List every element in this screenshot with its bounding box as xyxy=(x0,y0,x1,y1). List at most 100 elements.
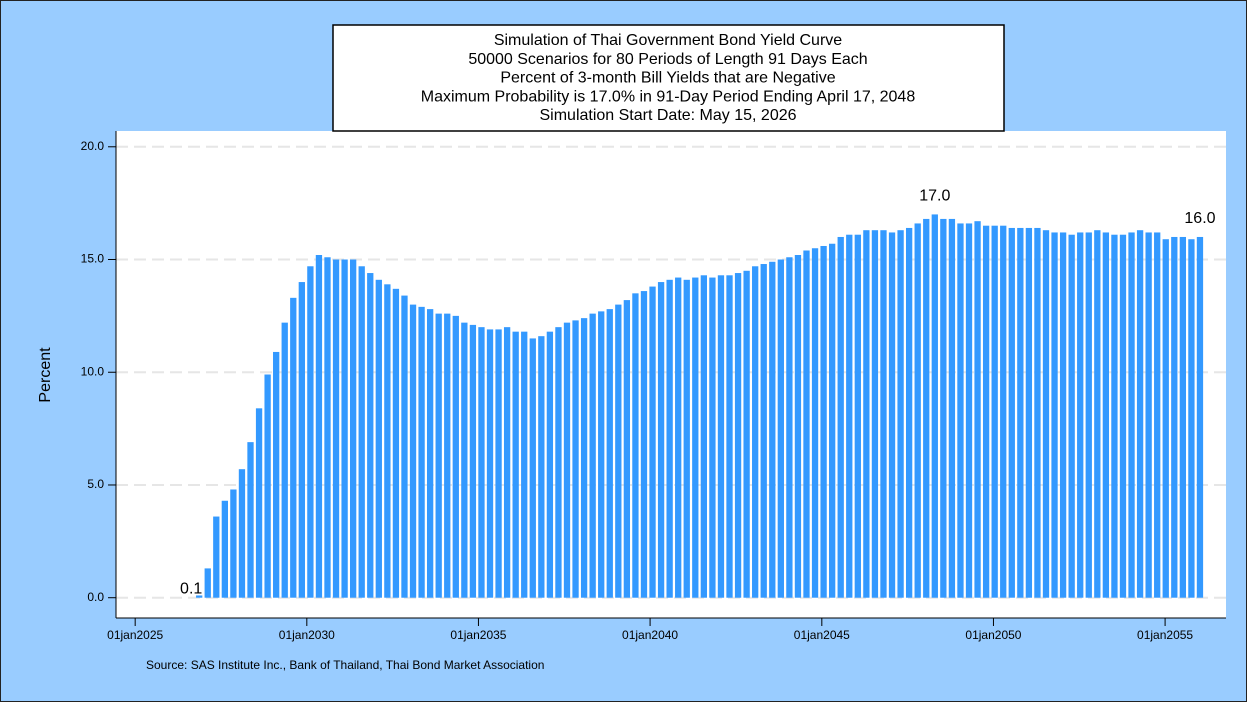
y-axis-label: Percent xyxy=(37,347,54,403)
bar xyxy=(1008,227,1015,598)
chart-title: Maximum Probability is 17.0% in 91-Day P… xyxy=(421,88,916,105)
bar xyxy=(606,309,613,598)
bar xyxy=(683,279,690,598)
bar xyxy=(1171,236,1178,598)
source-note: Source: SAS Institute Inc., Bank of Thai… xyxy=(146,658,544,672)
bar xyxy=(888,232,896,598)
bar xyxy=(726,275,733,598)
bar xyxy=(760,264,767,598)
bar xyxy=(1102,232,1110,598)
bar xyxy=(1034,227,1041,598)
bar xyxy=(401,295,408,598)
bar xyxy=(666,279,673,598)
bar xyxy=(1000,225,1007,598)
bar xyxy=(1188,239,1195,598)
bar xyxy=(1068,234,1075,598)
x-tick-label: 01jan2045 xyxy=(794,628,850,642)
bar xyxy=(948,218,956,598)
bar xyxy=(247,442,254,598)
y-tick-label: 15.0 xyxy=(81,252,105,266)
y-tick-label: 0.0 xyxy=(87,590,104,604)
data-label: 16.0 xyxy=(1184,210,1215,227)
bar xyxy=(1017,227,1024,598)
data-label: 0.1 xyxy=(180,581,202,598)
bar xyxy=(580,318,588,598)
bar xyxy=(589,313,596,598)
bar xyxy=(281,322,288,598)
bar xyxy=(238,469,246,598)
bar xyxy=(914,223,921,598)
bar xyxy=(931,214,938,598)
bar xyxy=(905,227,913,598)
bar xyxy=(1196,236,1204,598)
bar xyxy=(375,279,382,598)
bar xyxy=(657,282,665,598)
bar xyxy=(675,277,682,598)
bar xyxy=(1145,232,1152,598)
bar xyxy=(1025,227,1033,598)
bar xyxy=(315,255,323,598)
bar xyxy=(196,595,203,598)
bar xyxy=(546,331,554,598)
bar xyxy=(982,225,990,598)
bar xyxy=(846,234,853,598)
bar xyxy=(923,218,930,598)
bar xyxy=(965,223,973,598)
bar xyxy=(854,234,861,598)
y-tick-label: 20.0 xyxy=(81,139,105,153)
bar xyxy=(1111,234,1118,598)
bar xyxy=(1128,232,1135,598)
bar xyxy=(640,291,648,598)
bar xyxy=(974,221,981,598)
y-tick-label: 5.0 xyxy=(87,477,104,491)
bar xyxy=(811,248,819,598)
bar xyxy=(649,286,656,598)
bar xyxy=(1119,234,1127,598)
bar xyxy=(863,230,870,598)
bar xyxy=(350,259,357,598)
bar xyxy=(897,230,904,598)
title-box xyxy=(332,24,1005,132)
bar xyxy=(563,322,571,598)
bar xyxy=(495,329,502,598)
chart-title: Simulation Start Date: May 15, 2026 xyxy=(539,107,796,124)
bar xyxy=(752,266,759,598)
bar xyxy=(384,284,391,598)
bar xyxy=(521,331,528,598)
bar xyxy=(512,331,519,598)
bar xyxy=(409,304,417,598)
bar xyxy=(700,275,708,598)
bar xyxy=(794,255,802,598)
bar xyxy=(957,223,964,598)
bar xyxy=(1051,232,1058,598)
bar xyxy=(341,259,348,598)
bar xyxy=(1179,236,1187,598)
bar xyxy=(230,489,237,598)
bar xyxy=(991,225,998,598)
bar xyxy=(290,297,297,598)
bar xyxy=(435,313,442,598)
bar xyxy=(367,273,374,598)
bar xyxy=(820,245,827,598)
bar xyxy=(829,243,836,598)
bar xyxy=(392,288,400,598)
bar xyxy=(418,306,425,598)
data-label: 17.0 xyxy=(919,188,950,205)
bar xyxy=(307,266,314,598)
bar xyxy=(1085,232,1092,598)
bar xyxy=(264,374,271,598)
bar xyxy=(469,324,477,598)
x-tick-label: 01jan2035 xyxy=(450,628,506,642)
bar xyxy=(615,304,622,598)
bar xyxy=(204,568,211,598)
bar xyxy=(709,277,716,598)
bar xyxy=(298,282,305,598)
bar xyxy=(598,311,605,598)
x-tick-label: 01jan2050 xyxy=(965,628,1021,642)
bar xyxy=(358,266,365,598)
bar xyxy=(871,230,879,598)
bar xyxy=(880,230,887,598)
bar xyxy=(478,327,485,598)
bar xyxy=(777,259,784,598)
